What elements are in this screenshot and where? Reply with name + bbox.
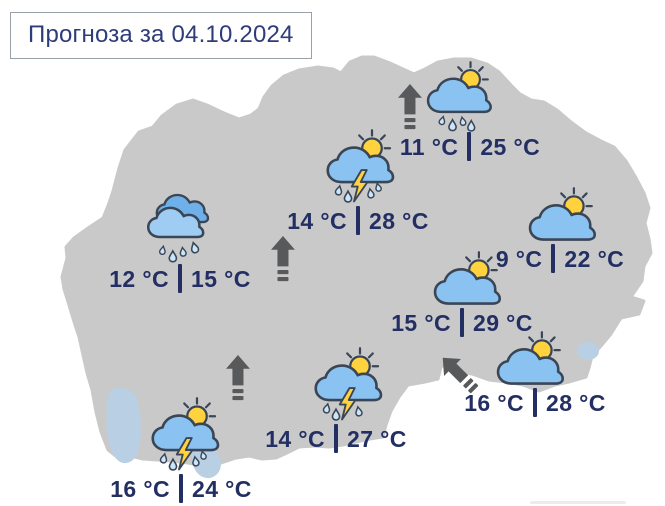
temperature-label: 16 °C 28 °C bbox=[464, 388, 606, 417]
temp-max: 24 °C bbox=[192, 475, 252, 502]
temp-separator bbox=[460, 308, 464, 337]
station-north-central: 14 °C 28 °C bbox=[248, 128, 468, 235]
station-northeast: 9 °C 22 °C bbox=[450, 186, 665, 273]
temp-min: 16 °C bbox=[464, 389, 524, 416]
station-central: 15 °C 29 °C bbox=[352, 250, 572, 337]
temperature-label: 16 °C 24 °C bbox=[110, 474, 252, 503]
station-north: 11 °C 25 °C bbox=[360, 60, 580, 161]
temp-separator bbox=[179, 474, 183, 503]
temperature-label: 14 °C 27 °C bbox=[265, 424, 407, 453]
sun-cloud-icon bbox=[433, 251, 502, 305]
temp-max: 15 °C bbox=[191, 265, 251, 292]
temp-max: 27 °C bbox=[347, 425, 407, 452]
temp-min: 12 °C bbox=[109, 265, 169, 292]
temp-max: 25 °C bbox=[480, 133, 541, 160]
temp-separator bbox=[467, 132, 472, 161]
temp-min: 11 °C bbox=[399, 133, 459, 160]
clouds-rain-icon bbox=[147, 193, 210, 263]
lake-dojran bbox=[577, 342, 599, 360]
temperature-label: 12 °C 15 °C bbox=[109, 264, 251, 293]
temp-min: 14 °C bbox=[287, 207, 347, 234]
sun-cloud-lightning-rain-icon bbox=[314, 347, 383, 421]
temp-min: 9 °C bbox=[495, 245, 543, 272]
lake-prespa bbox=[191, 443, 221, 479]
sun-cloud-icon bbox=[528, 187, 597, 241]
station-southeast: 16 °C 28 °C bbox=[425, 330, 645, 417]
sun-cloud-lightning-rain-icon bbox=[151, 397, 220, 471]
temperature-label: 14 °C 28 °C bbox=[287, 206, 429, 235]
temp-max: 22 °C bbox=[564, 245, 625, 272]
temp-max: 29 °C bbox=[473, 309, 533, 336]
temp-separator bbox=[551, 244, 556, 273]
sun-cloud-icon bbox=[496, 331, 565, 385]
card-bottom-shadow bbox=[530, 501, 626, 504]
temp-min: 14 °C bbox=[265, 425, 325, 452]
station-south-central: 14 °C 27 °C bbox=[226, 346, 446, 453]
temp-separator bbox=[178, 264, 182, 293]
temperature-label: 9 °C 22 °C bbox=[496, 244, 624, 273]
temp-max: 28 °C bbox=[369, 207, 429, 234]
temp-min: 15 °C bbox=[391, 309, 451, 336]
temp-separator bbox=[334, 424, 338, 453]
forecast-title: Прогноза за 04.10.2024 bbox=[10, 12, 312, 59]
lake-ohrid bbox=[106, 388, 141, 464]
sun-cloud-rain-icon bbox=[426, 61, 492, 132]
temperature-label: 15 °C 29 °C bbox=[391, 308, 533, 337]
sun-cloud-lightning-rain-icon bbox=[326, 129, 395, 203]
station-west: 12 °C 15 °C bbox=[70, 192, 290, 293]
temp-separator bbox=[356, 206, 360, 235]
temp-separator bbox=[533, 388, 537, 417]
temp-min: 16 °C bbox=[110, 475, 170, 502]
temp-max: 28 °C bbox=[546, 389, 606, 416]
station-southwest: 16 °C 24 °C bbox=[71, 396, 291, 503]
temperature-label: 11 °C 25 °C bbox=[400, 132, 540, 161]
